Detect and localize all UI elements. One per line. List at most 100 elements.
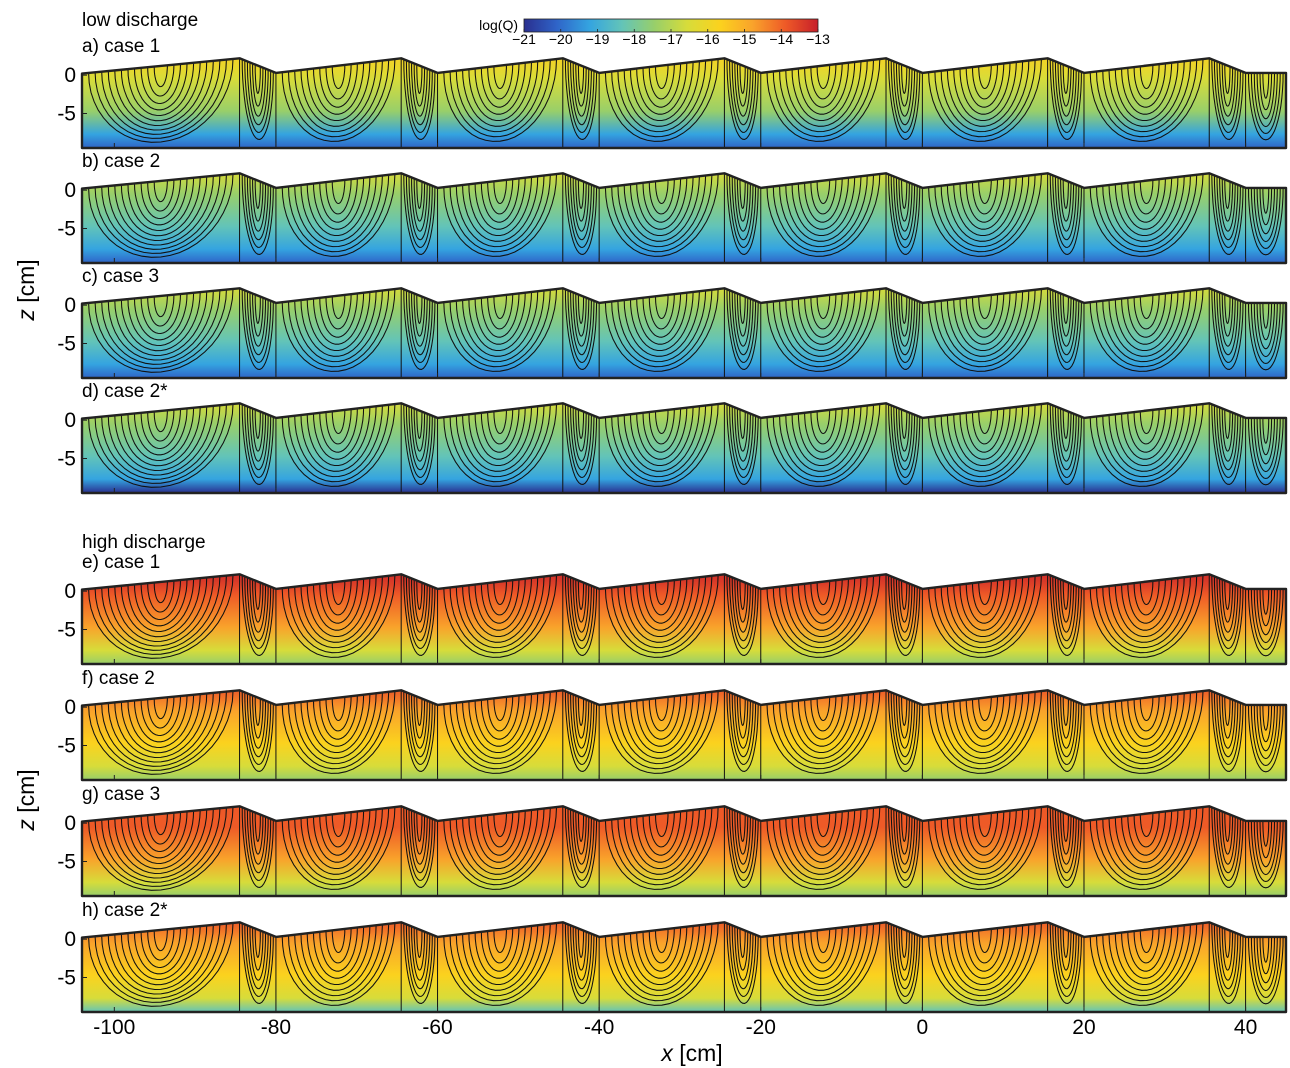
streamline [953, 694, 1017, 754]
streamline [416, 812, 423, 843]
streamline [147, 409, 175, 442]
streamline [604, 174, 719, 257]
streamline [1216, 291, 1239, 356]
streamline [411, 578, 428, 633]
x-tick-label: -20 [746, 1016, 776, 1039]
streamline [791, 694, 856, 754]
streamline [739, 179, 746, 210]
streamline [405, 692, 433, 765]
streamline [1089, 691, 1204, 774]
streamline [1250, 588, 1281, 651]
streamline [604, 807, 719, 890]
y-tick-label: -5 [57, 448, 76, 471]
streamline [791, 62, 856, 122]
streamline [726, 404, 759, 485]
streamline [1213, 692, 1241, 765]
streamline [785, 925, 862, 991]
streamline [617, 60, 707, 133]
streamline [487, 812, 514, 848]
streamline [455, 60, 545, 133]
streamline [564, 289, 598, 370]
streamline [1213, 290, 1241, 363]
streamline [946, 61, 1024, 127]
streamline [254, 64, 261, 95]
streamline [306, 694, 371, 754]
streamline [1211, 59, 1244, 140]
streamline [642, 293, 682, 338]
streamline [1211, 691, 1244, 772]
streamline [127, 694, 195, 749]
streamline [953, 926, 1017, 986]
streamline [1219, 292, 1236, 347]
streamline [1250, 704, 1281, 767]
streamline [246, 291, 269, 356]
streamline [729, 290, 757, 363]
streamline [810, 812, 837, 848]
streamline [133, 293, 188, 341]
streamline [890, 175, 918, 248]
streamline [1247, 704, 1284, 773]
streamline [648, 580, 675, 616]
streamline [946, 406, 1024, 472]
streamline [1224, 812, 1231, 842]
streamline [101, 60, 221, 135]
streamline [1108, 406, 1185, 472]
panel: g) case 3 0 -5 [57, 784, 1288, 898]
streamline [1224, 580, 1231, 610]
streamline [772, 923, 875, 1002]
streamline [1213, 576, 1241, 649]
streamline [294, 175, 383, 248]
streamline [462, 693, 539, 759]
streamline [965, 579, 1005, 624]
streamline [114, 809, 208, 875]
streamline [928, 404, 1042, 487]
streamline [1060, 579, 1072, 623]
panel: h) case 2* 0 -5 [57, 900, 1288, 1014]
streamline [413, 178, 426, 222]
streamline [1049, 575, 1082, 656]
streamline [1213, 924, 1241, 997]
streamline [449, 289, 551, 368]
streamline [252, 178, 264, 222]
streamline [1114, 407, 1179, 467]
streamline [287, 404, 390, 483]
streamline [893, 577, 916, 642]
streamline [946, 809, 1024, 875]
streamline [1049, 289, 1082, 370]
streamline [893, 61, 916, 126]
streamline [736, 695, 749, 739]
streamline [312, 62, 365, 115]
streamline [946, 693, 1024, 759]
streamline [120, 694, 201, 754]
streamline [493, 813, 507, 838]
streamline [564, 59, 598, 140]
streamline [443, 404, 558, 487]
streamline [567, 924, 595, 997]
streamline [252, 927, 264, 971]
streamline [1219, 407, 1236, 462]
streamline [959, 926, 1011, 979]
streamline [766, 691, 881, 774]
streamline [1062, 928, 1069, 959]
streamline [570, 176, 592, 241]
streamline [331, 410, 346, 435]
streamline [1221, 927, 1234, 971]
streamline [306, 926, 371, 986]
streamline [797, 926, 849, 979]
panels: a) case 10-5b) case 20-5c) case 30-5d) c… [57, 36, 1288, 1014]
streamline [300, 577, 377, 643]
streamline [147, 928, 175, 961]
streamline [785, 406, 862, 472]
streamline [1259, 937, 1273, 975]
streamline [611, 59, 713, 138]
bedform-outline [80, 689, 1288, 782]
streamline [468, 694, 533, 754]
streamline [1221, 695, 1234, 739]
streamline [101, 808, 221, 883]
streamline [617, 175, 707, 248]
streamline [306, 292, 371, 352]
streamline [325, 812, 352, 848]
streamline [281, 289, 396, 372]
streamline [449, 575, 551, 654]
streamline [455, 692, 545, 765]
